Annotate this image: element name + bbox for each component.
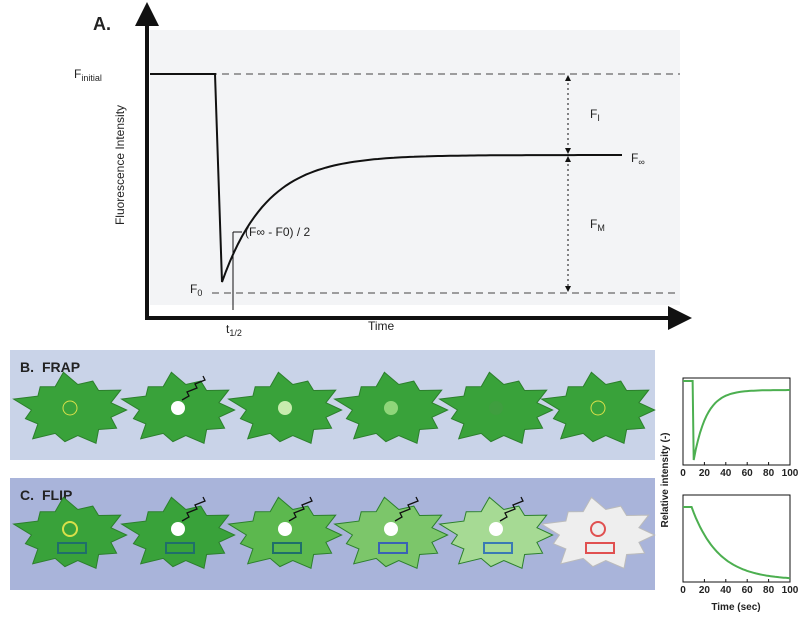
frap-curve (683, 381, 790, 460)
spot (489, 401, 503, 415)
spot (384, 522, 398, 536)
y-axis-label: Fluorescence Intensity (113, 105, 127, 225)
main: F (631, 151, 638, 165)
spot (384, 401, 398, 415)
panel-label: A. (93, 14, 111, 34)
x-ticks: 0 0 20 20 40 40 60 60 80 80 100 100 (680, 462, 799, 596)
tick-label: 80 (763, 468, 775, 479)
spot (171, 401, 185, 415)
flip-curve (683, 507, 790, 578)
spot (171, 522, 185, 536)
spot (278, 401, 292, 415)
tick-label: 60 (742, 585, 754, 596)
flip-plot (683, 495, 790, 582)
tick-label: 20 (699, 585, 711, 596)
t-half: t1/2 (226, 322, 242, 338)
x-axis-label: Time (sec) (711, 602, 760, 613)
main: F (590, 107, 597, 121)
main: F (74, 67, 81, 81)
sub: ∞ (638, 157, 644, 167)
x-axis-label: Time (368, 319, 395, 333)
sub: initial (81, 73, 102, 83)
half-label: (F∞ - F0) / 2 (245, 225, 311, 239)
sub: M (597, 223, 605, 233)
main: F (190, 282, 197, 296)
panel-title: FRAP (42, 359, 80, 375)
tick-label: 20 (699, 468, 711, 479)
tick-label: 40 (720, 585, 732, 596)
spot (489, 522, 503, 536)
panel-label: C. (20, 487, 34, 503)
tick-label: 80 (763, 585, 775, 596)
figure: A. Fluorescence Intensity Time Finitial … (0, 0, 800, 619)
main: F (590, 217, 597, 231)
sub: 1/2 (229, 328, 242, 338)
f-initial: Finitial (74, 67, 102, 83)
y-axis-label: Relative intensity (-) (660, 432, 671, 527)
tick-label: 0 (680, 585, 686, 596)
spot (278, 522, 292, 536)
tick-label: 40 (720, 468, 732, 479)
panel-label: B. (20, 359, 34, 375)
tick-label: 0 (680, 468, 686, 479)
sub: I (597, 113, 600, 123)
sub: 0 (197, 288, 202, 298)
tick-label: 100 (782, 468, 799, 479)
tick-label: 100 (782, 585, 799, 596)
tick-label: 60 (742, 468, 754, 479)
